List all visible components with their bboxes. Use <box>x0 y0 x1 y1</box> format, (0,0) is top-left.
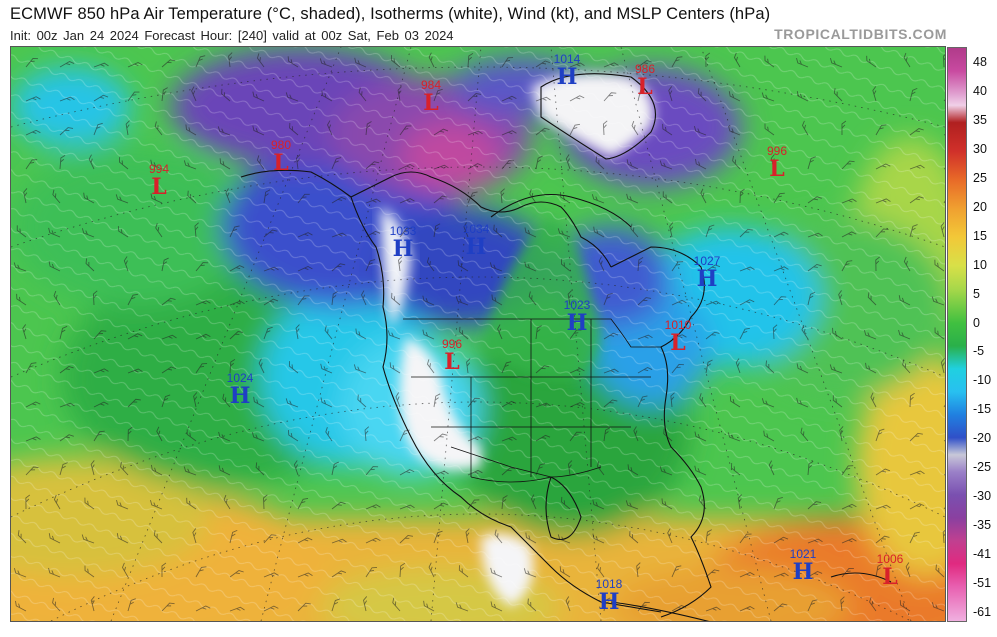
colorbar-tick-label: -30 <box>973 489 992 504</box>
colorbar-tick-label: -5 <box>973 344 985 359</box>
colorbar-tick-label: -51 <box>973 576 992 591</box>
colorbar-tick-label: 20 <box>973 199 987 214</box>
colorbar-tick-label: -15 <box>973 402 992 417</box>
temperature-map: 984 L 1014 H 986 L 980 L 994 L 996 L 1033 H 1034 H 1027 H… <box>10 46 946 622</box>
colorbar-tick-label: 15 <box>973 228 987 243</box>
colorbar-tick-label: -20 <box>973 431 992 446</box>
colorbar-tick-label: -61 <box>973 605 992 619</box>
colorbar-tick-label: -35 <box>973 518 992 533</box>
colorbar-tick-label: 5 <box>973 286 980 301</box>
map-graphic <box>11 47 945 621</box>
colorbar-tick-label: 40 <box>973 83 987 98</box>
colorbar-tick-label: 25 <box>973 170 987 185</box>
colorbar-tick-label: 30 <box>973 141 987 156</box>
colorbar-tick-label: 48 <box>973 55 987 69</box>
colorbar-tick-label: -41 <box>973 547 992 562</box>
map-title: ECMWF 850 hPa Air Temperature (°C, shade… <box>10 5 771 23</box>
colorbar-tick-label: 10 <box>973 257 987 272</box>
colorbar-tick-label: 0 <box>973 315 980 330</box>
colorbar-tick-label: -10 <box>973 373 992 388</box>
colorbar-tick-label: 35 <box>973 112 987 127</box>
colorbar-tick-label: -25 <box>973 460 992 475</box>
source-credit: TROPICALTIDBITS.COM <box>774 26 947 42</box>
forecast-subtitle: Init: 00z Jan 24 2024 Forecast Hour: [24… <box>10 28 454 43</box>
temperature-colorbar <box>947 47 967 622</box>
